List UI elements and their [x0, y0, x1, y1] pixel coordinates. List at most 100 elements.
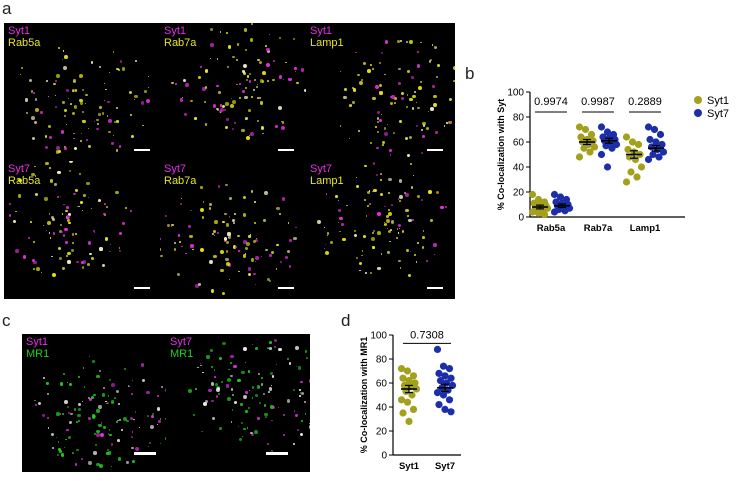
fluorescence-puncta — [233, 245, 237, 249]
fluorescence-puncta — [98, 113, 101, 116]
fluorescence-puncta — [339, 124, 342, 127]
fluorescence-puncta — [294, 70, 297, 73]
fluorescence-puncta — [101, 263, 105, 267]
fluorescence-puncta — [364, 271, 367, 274]
fluorescence-puncta — [116, 149, 119, 152]
fluorescence-puncta — [258, 401, 262, 405]
scale-bar — [134, 287, 150, 289]
fluorescence-puncta — [355, 51, 357, 53]
fluorescence-puncta — [389, 102, 394, 106]
fluorescence-puncta — [363, 61, 367, 66]
fluorescence-puncta — [265, 248, 268, 252]
fluorescence-puncta — [118, 403, 121, 406]
fluorescence-puncta — [387, 209, 390, 212]
fluorescence-puncta — [60, 453, 64, 457]
fluorescence-puncta — [400, 96, 404, 100]
fluorescence-puncta — [339, 216, 343, 221]
fluorescence-puncta — [358, 81, 363, 86]
fluorescence-puncta — [401, 230, 405, 233]
fluorescence-puncta — [421, 235, 425, 239]
fluorescence-puncta — [132, 379, 134, 381]
data-point — [586, 148, 594, 156]
fluorescence-puncta — [236, 59, 238, 61]
fluorescence-puncta — [255, 283, 257, 286]
fluorescence-puncta — [250, 433, 254, 437]
data-point — [652, 138, 660, 146]
fluorescence-puncta — [61, 213, 64, 216]
fluorescence-puncta — [261, 377, 263, 379]
fluorescence-puncta — [400, 91, 404, 95]
fluorescence-puncta — [256, 385, 261, 389]
fluorescence-puncta — [190, 209, 192, 212]
y-tick-label: 80 — [513, 113, 525, 124]
fluorescence-puncta — [231, 393, 235, 397]
fluorescence-puncta — [396, 237, 399, 240]
fluorescence-puncta — [398, 260, 401, 263]
fluorescence-puncta — [397, 39, 400, 43]
fluorescence-puncta — [384, 73, 386, 76]
fluorescence-puncta — [104, 83, 106, 85]
fluorescence-puncta — [397, 198, 399, 200]
fluorescence-puncta — [49, 136, 53, 139]
fluorescence-puncta — [115, 191, 119, 195]
x-tick-label: Syt7 — [435, 461, 455, 472]
fluorescence-puncta — [82, 210, 84, 212]
fluorescence-puncta — [165, 388, 166, 392]
fluorescence-puncta — [348, 103, 352, 107]
fluorescence-puncta — [230, 421, 232, 423]
fluorescence-puncta — [265, 63, 270, 68]
fluorescence-puncta — [262, 80, 265, 83]
fluorescence-puncta — [267, 443, 270, 446]
fluorescence-puncta — [56, 74, 60, 78]
data-point — [405, 377, 413, 385]
fluorescence-puncta — [80, 457, 84, 461]
fluorescence-puncta — [399, 200, 402, 203]
fluorescence-puncta — [250, 96, 253, 99]
fluorescence-puncta — [42, 224, 45, 226]
fluorescence-puncta — [24, 98, 28, 102]
fluorescence-puncta — [233, 364, 237, 369]
fluorescence-puncta — [193, 414, 196, 416]
data-point — [658, 140, 666, 149]
fluorescence-puncta — [270, 449, 273, 452]
fluorescence-puncta — [387, 191, 391, 195]
fluorescence-puncta — [93, 121, 95, 123]
fluorescence-puncta — [415, 124, 418, 128]
fluorescence-puncta — [243, 27, 248, 32]
fluorescence-puncta — [269, 405, 274, 410]
fluorescence-puncta — [408, 135, 413, 140]
fluorescence-puncta — [61, 266, 66, 271]
fluorescence-puncta — [69, 170, 72, 173]
fluorescence-puncta — [293, 67, 297, 70]
fluorescence-puncta — [129, 416, 134, 421]
fluorescence-puncta — [269, 346, 272, 350]
fluorescence-puncta — [96, 463, 100, 467]
fluorescence-puncta — [209, 202, 213, 206]
fluorescence-puncta — [235, 83, 238, 86]
fluorescence-puncta — [225, 257, 229, 262]
fluorescence-puncta — [335, 195, 339, 199]
fluorescence-puncta — [427, 189, 432, 194]
fluorescence-puncta — [79, 101, 84, 106]
fluorescence-puncta — [22, 255, 27, 259]
fluorescence-puncta — [78, 376, 80, 379]
fluorescence-puncta — [59, 450, 62, 453]
fluorescence-puncta — [173, 248, 177, 251]
fluorescence-puncta — [108, 72, 110, 74]
fluorescence-puncta — [251, 343, 253, 345]
fluorescence-puncta — [231, 99, 236, 104]
fluorescence-puncta — [421, 246, 425, 249]
fluorescence-puncta — [225, 250, 229, 254]
fluorescence-puncta — [106, 115, 109, 117]
fluorescence-puncta — [249, 234, 252, 236]
channel-label-1: Syt7 — [310, 163, 333, 175]
fluorescence-puncta — [107, 450, 112, 455]
fluorescence-puncta — [53, 82, 56, 86]
fluorescence-puncta — [363, 198, 367, 202]
fluorescence-puncta — [229, 354, 234, 359]
fluorescence-puncta — [113, 120, 117, 123]
fluorescence-puncta — [105, 88, 107, 91]
fluorescence-puncta — [151, 414, 154, 418]
fluorescence-puncta — [304, 401, 307, 403]
channel-label-1: Syt1 — [310, 25, 333, 37]
